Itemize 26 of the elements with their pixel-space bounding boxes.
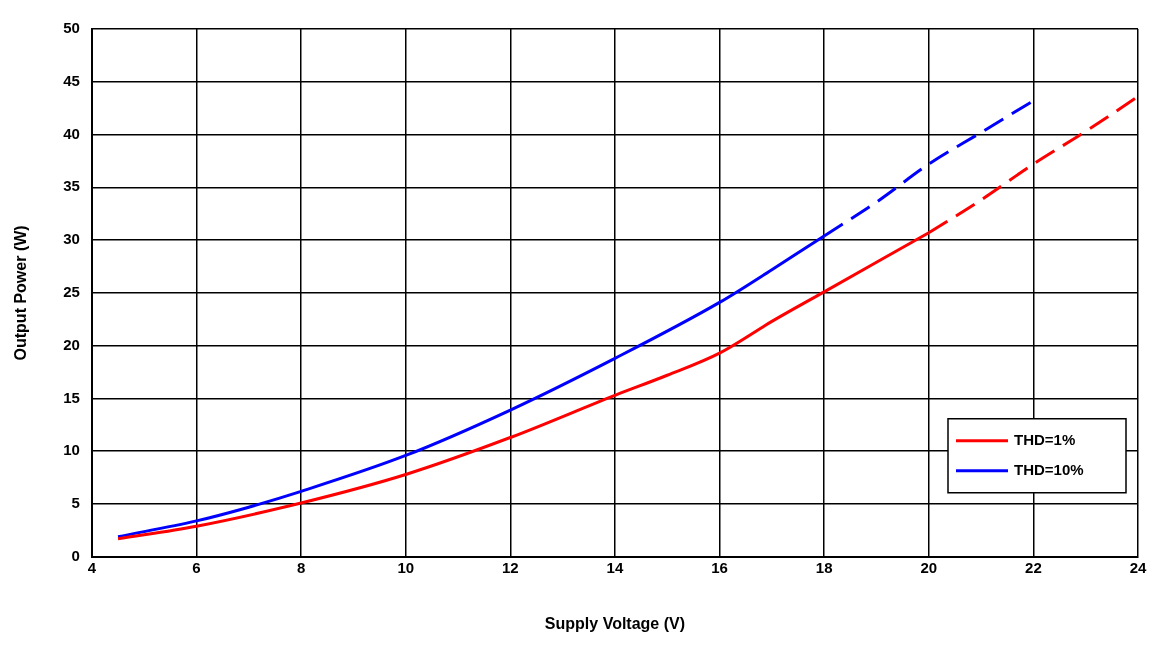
- y-axis-title: Output Power (W): [12, 225, 30, 361]
- y-tick-label: 45: [63, 71, 80, 89]
- y-tick-label: 0: [71, 546, 80, 564]
- y-tick-label: 35: [63, 177, 80, 195]
- x-tick-label: 18: [815, 558, 833, 576]
- x-tick-label: 22: [1025, 558, 1042, 576]
- x-tick-label: 4: [87, 558, 97, 576]
- x-tick-label: 8: [296, 558, 306, 576]
- x-tick-label: 6: [192, 558, 201, 576]
- y-tick-label: 15: [63, 388, 80, 406]
- y-tick-label: 20: [63, 335, 80, 353]
- y-tick-label: 25: [63, 283, 80, 301]
- x-tick-label: 10: [397, 558, 415, 576]
- x-tick-label: 24: [1129, 558, 1147, 576]
- x-tick-label: 20: [920, 558, 938, 576]
- legend-label: THD=10%: [1014, 460, 1084, 478]
- x-tick-label: 14: [606, 558, 624, 576]
- y-tick-label: 5: [71, 494, 80, 512]
- y-tick-label: 30: [63, 230, 80, 248]
- x-tick-label: 16: [711, 558, 728, 576]
- y-tick-label: 10: [63, 441, 80, 459]
- x-axis-title: Supply Voltage (V): [544, 614, 686, 632]
- y-tick-label: 40: [63, 124, 80, 142]
- legend-label: THD=1%: [1014, 430, 1076, 448]
- y-tick-label: 50: [63, 19, 80, 37]
- x-tick-label: 12: [501, 558, 519, 576]
